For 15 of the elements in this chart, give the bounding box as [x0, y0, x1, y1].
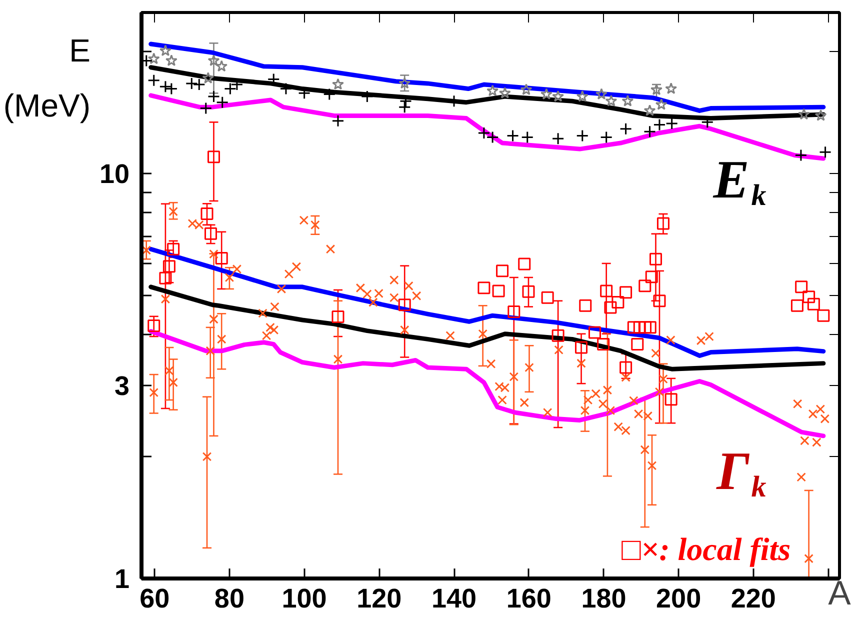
y-axis-title: E (MeV) [3, 32, 90, 124]
x-tick-label: 200 [656, 584, 702, 614]
x-tick-label: 80 [214, 584, 244, 614]
x-tick-label: 180 [581, 584, 626, 614]
x-tick-label: 160 [506, 584, 552, 614]
x-tick-label: 220 [730, 584, 776, 614]
y-tick-label: 1 [114, 564, 130, 594]
x-tick-label: 60 [140, 584, 170, 614]
y-tick-label: 10 [99, 159, 130, 190]
x-tick-label: 140 [431, 584, 477, 614]
annotation: □×: local fits [622, 531, 791, 568]
y-tick-label: 3 [114, 370, 130, 401]
x-axis-title: A [828, 574, 852, 612]
x-tick-label: 120 [356, 584, 402, 614]
x-tick-label: 100 [282, 584, 327, 614]
